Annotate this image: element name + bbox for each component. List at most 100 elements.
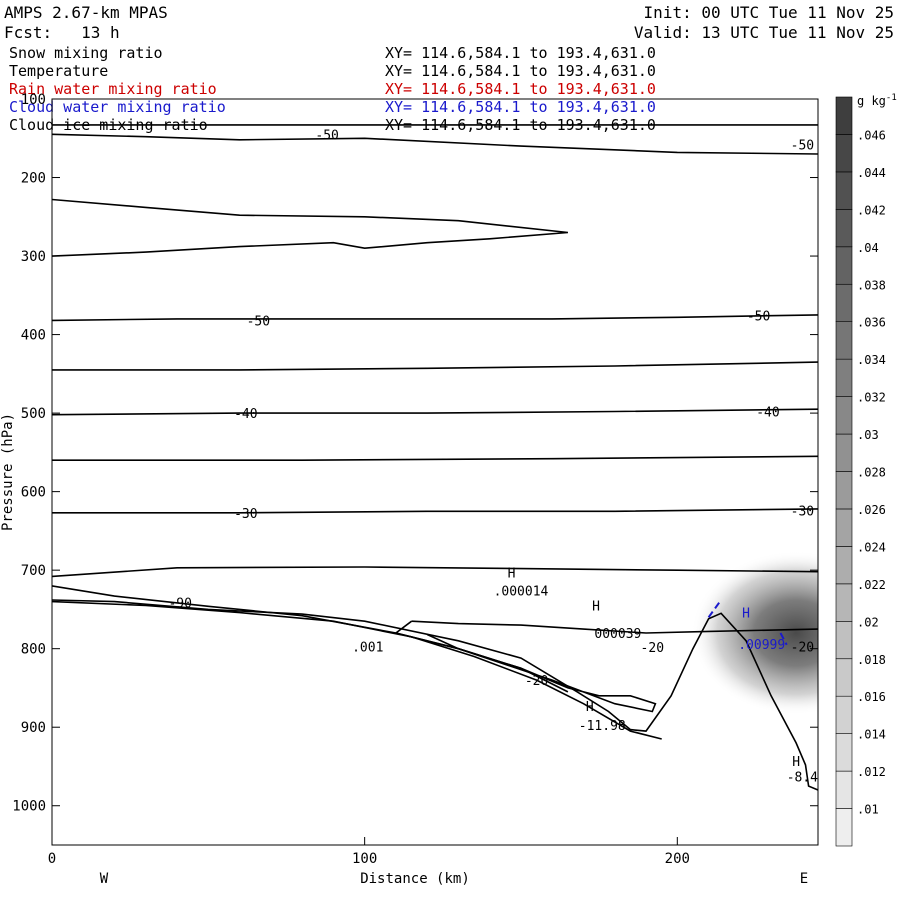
colorbar-tick-label: .02	[857, 615, 879, 629]
colorbar-tick-label: .014	[857, 728, 886, 742]
legend-label: Snow mixing ratio	[9, 44, 163, 62]
legend-label: Cloud water mixing ratio	[9, 98, 226, 116]
x-tick-label: 0	[48, 851, 56, 867]
contour-line	[394, 620, 657, 713]
x-tick-label: 100	[352, 851, 377, 867]
app-title: AMPS 2.67-km MPAS	[4, 3, 168, 22]
colorbar-tick-label: .01	[857, 803, 879, 817]
contour-line	[52, 198, 568, 257]
contour-label: H	[592, 599, 600, 614]
contour-line	[52, 361, 818, 371]
colorbar-tick-label: .026	[857, 503, 886, 517]
contour-label: 000039	[594, 627, 641, 642]
contour-line	[411, 620, 818, 634]
y-axis-title: Pressure (hPa)	[0, 413, 16, 531]
contour-line	[52, 566, 818, 578]
colorbar-tick-label: .016	[857, 690, 886, 704]
colorbar-segment	[835, 358, 853, 397]
colorbar-tick-label: .024	[857, 540, 886, 554]
contour-label: -90	[168, 596, 191, 611]
contour-label: -20	[641, 641, 664, 656]
contour-label: -30	[234, 507, 257, 522]
contour-label: .001	[352, 640, 383, 655]
colorbar-segment	[835, 546, 853, 585]
colorbar-tick-label: .042	[857, 203, 886, 217]
init-time: Init: 00 UTC Tue 11 Nov 25	[643, 3, 894, 22]
colorbar-tick-label: .044	[857, 166, 886, 180]
contour-line	[52, 599, 818, 791]
cloud-water-shading	[691, 551, 818, 715]
colorbar-tick-label: .022	[857, 578, 886, 592]
colorbar-segment	[835, 171, 853, 210]
x-end-label-west: W	[100, 871, 109, 887]
contour-line	[779, 632, 788, 646]
x-axis-title: Distance (km)	[360, 871, 470, 887]
contour-line	[707, 599, 722, 618]
colorbar-segment	[835, 620, 853, 660]
colorbar-segment	[835, 583, 853, 622]
y-tick-label: 500	[21, 406, 46, 422]
contour-label: -50	[315, 128, 338, 143]
contour-label: -20	[525, 674, 548, 689]
colorbar-segment	[835, 695, 853, 734]
colorbar-tick-label: .034	[857, 353, 886, 367]
colorbar-tick-label: .046	[857, 128, 886, 142]
forecast-hour: Fcst: 13 h	[4, 23, 120, 42]
contour-line	[52, 408, 818, 416]
colorbar-segment	[835, 209, 853, 248]
colorbar-tick-label: .038	[857, 278, 886, 292]
colorbar-segment	[835, 658, 853, 697]
legend-label: Temperature	[9, 62, 109, 80]
colorbar-segment	[835, 808, 853, 847]
colorbar-tick-label: .036	[857, 316, 886, 330]
contour-label: H	[586, 700, 594, 715]
contour-line	[52, 314, 818, 322]
contour-label: -50	[791, 139, 814, 154]
contour-line	[52, 455, 818, 461]
x-end-label-east: E	[800, 871, 808, 887]
colorbar-tick-label: .028	[857, 466, 886, 480]
contour-label: H	[792, 755, 800, 770]
y-tick-label: 800	[21, 642, 46, 658]
y-tick-label: 600	[21, 485, 46, 501]
colorbar-segment	[835, 321, 853, 360]
x-tick-label: 200	[665, 851, 690, 867]
colorbar-tick-label: .04	[857, 241, 879, 255]
contour-label: -11.98	[579, 719, 626, 734]
legend-xy: XY= 114.6,584.1 to 193.4,631.0	[385, 80, 656, 98]
colorbar-segment	[835, 246, 853, 285]
colorbar-tick-label: .012	[857, 765, 886, 779]
legend-xy: XY= 114.6,584.1 to 193.4,631.0	[385, 98, 656, 116]
y-tick-label: 300	[21, 249, 46, 265]
colorbar-segment	[835, 471, 853, 510]
y-tick-label: 700	[21, 563, 46, 579]
contour-line	[52, 133, 818, 155]
contour-label: H	[742, 607, 750, 622]
contour-label: H	[508, 567, 516, 582]
colorbar-tick-label: .018	[857, 653, 886, 667]
contour-label: -8.4	[787, 771, 818, 786]
y-tick-label: 200	[21, 171, 46, 187]
colorbar-tick-label: .03	[857, 428, 879, 442]
legend-xy: XY= 114.6,584.1 to 193.4,631.0	[385, 44, 656, 62]
contour-label: -30	[791, 504, 814, 519]
contour-label: -40	[234, 407, 257, 422]
colorbar-segment	[835, 733, 853, 772]
valid-time: Valid: 13 UTC Tue 11 Nov 25	[633, 23, 894, 42]
colorbar-segment	[835, 134, 853, 173]
y-tick-label: 1000	[12, 799, 46, 815]
contour-line	[52, 508, 818, 514]
colorbar-segment	[835, 283, 853, 323]
y-tick-label: 100	[21, 92, 46, 108]
contour-label: -20	[791, 640, 814, 655]
y-tick-label: 400	[21, 328, 46, 344]
colorbar-segment	[835, 396, 853, 435]
contour-label: -50	[247, 314, 270, 329]
colorbar-segment	[835, 508, 853, 547]
y-tick-label: 900	[21, 720, 46, 736]
colorbar-segment	[835, 770, 853, 809]
contour-label: .000014	[494, 585, 549, 600]
legend-xy: XY= 114.6,584.1 to 193.4,631.0	[385, 62, 656, 80]
legend-label: Rain water mixing ratio	[9, 80, 217, 98]
